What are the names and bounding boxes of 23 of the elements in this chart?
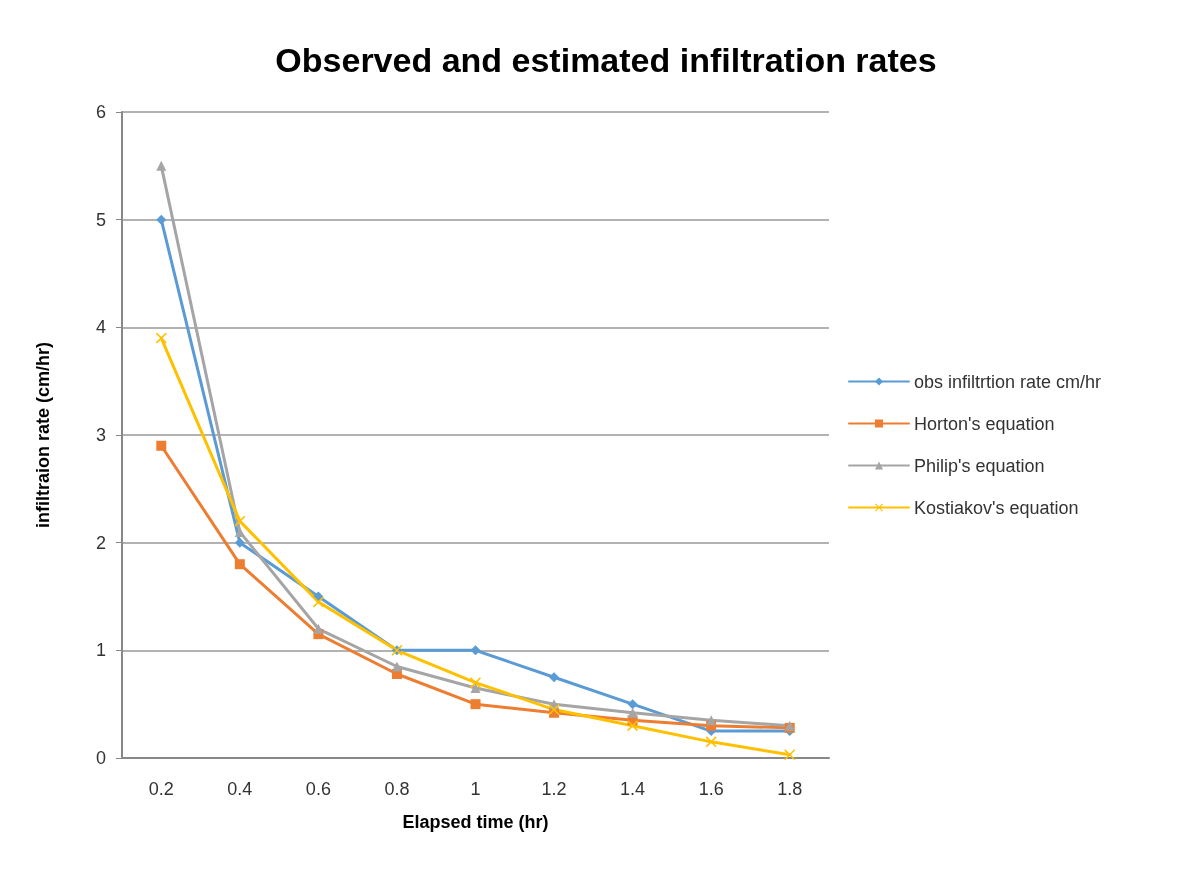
y-tick-label: 3 <box>95 425 106 445</box>
x-tick-label: 0.4 <box>227 779 253 799</box>
legend-label: obs infiltrtion rate cm/hr <box>914 371 1102 392</box>
legend-label: Kostiakov's equation <box>914 497 1079 518</box>
x-axis-title: Elapsed time (hr) <box>402 812 549 832</box>
y-tick-label: 0 <box>95 748 106 768</box>
x-tick-label: 0.6 <box>305 779 331 799</box>
x-tick-label: 1 <box>470 779 481 799</box>
x-tick-label: 1.2 <box>541 779 567 799</box>
y-tick-label: 4 <box>95 317 106 338</box>
x-tick-label: 1.6 <box>698 779 724 799</box>
x-tick-label: 1.8 <box>777 779 803 799</box>
x-tick-label: 0.2 <box>148 779 174 799</box>
y-tick-label: 6 <box>95 102 106 122</box>
y-tick-label: 2 <box>95 532 106 553</box>
x-tick-label: 1.4 <box>620 779 646 799</box>
legend-label: Horton's equation <box>914 413 1055 434</box>
chart-title: Observed and estimated infiltration rates <box>275 41 937 79</box>
y-axis-title: infiltraion rate (cm/hr) <box>33 341 53 529</box>
y-tick-label: 5 <box>95 209 106 230</box>
x-tick-label: 0.8 <box>384 779 410 799</box>
legend-label: Philip's equation <box>914 455 1045 476</box>
y-tick-label: 1 <box>95 640 106 661</box>
